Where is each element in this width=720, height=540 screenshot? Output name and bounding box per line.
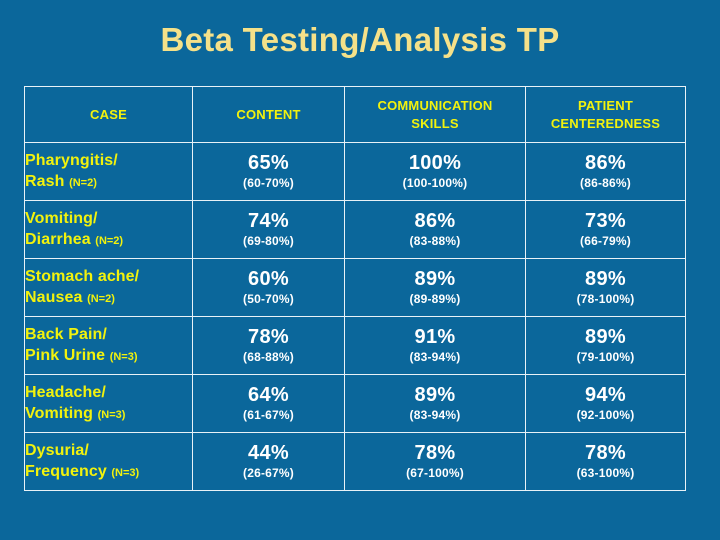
case-name-cell: Vomiting/ Diarrhea (N=2) xyxy=(24,200,193,259)
column-header-case-line1: CASE xyxy=(90,106,127,122)
content-score-cell: 78% (68-88%) xyxy=(192,316,345,375)
content-score-cell: 74% (69-80%) xyxy=(192,200,345,259)
communication-score-value: 91% xyxy=(414,326,456,348)
case-sample-size: (N=3) xyxy=(111,466,140,479)
case-sample-size: (N=2) xyxy=(95,234,124,247)
case-name-line1: Stomach ache/ xyxy=(25,267,140,285)
content-score-value: 78% xyxy=(248,326,289,348)
table-header-row: CASE CONTENT COMMUNICATION SKILLS xyxy=(24,86,686,143)
column-header-communication-line1: COMMUNICATION xyxy=(377,97,493,113)
communication-score-range: (67-100%) xyxy=(406,466,464,480)
case-name-line2: Vomiting xyxy=(25,404,94,422)
content-score-range: (69-80%) xyxy=(243,234,294,248)
case-name-line1: Pharyngitis/ xyxy=(25,151,118,169)
communication-score-cell: 89% (89-89%) xyxy=(344,258,526,317)
content-score-value: 65% xyxy=(248,152,289,174)
content-score-range: (68-88%) xyxy=(243,350,294,364)
content-score-range: (26-67%) xyxy=(243,466,294,480)
beta-testing-results-table: CASE CONTENT COMMUNICATION SKILLS xyxy=(24,86,686,491)
column-header-patient-centeredness: PATIENT CENTEREDNESS xyxy=(525,86,686,143)
communication-score-range: (83-88%) xyxy=(409,234,461,248)
case-sample-size: (N=3) xyxy=(97,408,126,421)
patient-score-value: 89% xyxy=(585,326,626,348)
communication-score-cell: 89% (83-94%) xyxy=(344,374,526,433)
case-name-line1: Vomiting/ xyxy=(25,209,98,227)
patient-score-cell: 86% (86-86%) xyxy=(525,142,686,201)
content-score-cell: 44% (26-67%) xyxy=(192,432,345,491)
table-row: Headache/ Vomiting (N=3) 64% (61-67%) 89… xyxy=(24,374,686,433)
content-score-cell: 60% (50-70%) xyxy=(192,258,345,317)
column-header-patient-line2: CENTEREDNESS xyxy=(550,115,661,131)
page-title: Beta Testing/Analysis TP xyxy=(160,21,560,58)
table-row: Pharyngitis/ Rash (N=2) 65% (60-70%) 100… xyxy=(24,142,686,201)
communication-score-value: 89% xyxy=(414,268,456,290)
patient-score-range: (86-86%) xyxy=(580,176,631,190)
patient-score-range: (79-100%) xyxy=(576,350,635,364)
communication-score-cell: 86% (83-88%) xyxy=(344,200,526,259)
patient-score-cell: 89% (79-100%) xyxy=(525,316,686,375)
content-score-range: (50-70%) xyxy=(243,292,294,306)
case-name-line1: Back Pain/ xyxy=(25,325,107,343)
case-name-line2: Nausea xyxy=(25,288,83,306)
communication-score-cell: 91% (83-94%) xyxy=(344,316,526,375)
communication-score-range: (83-94%) xyxy=(409,350,461,364)
patient-score-cell: 94% (92-100%) xyxy=(525,374,686,433)
patient-score-cell: 89% (78-100%) xyxy=(525,258,686,317)
patient-score-range: (63-100%) xyxy=(576,466,635,480)
table-row: Back Pain/ Pink Urine (N=3) 78% (68-88%)… xyxy=(24,316,686,375)
patient-score-range: (92-100%) xyxy=(576,408,635,422)
patient-score-cell: 73% (66-79%) xyxy=(525,200,686,259)
content-score-range: (60-70%) xyxy=(243,176,294,190)
content-score-range: (61-67%) xyxy=(243,408,294,422)
content-score-cell: 65% (60-70%) xyxy=(192,142,345,201)
case-sample-size: (N=2) xyxy=(87,292,115,305)
patient-score-value: 89% xyxy=(585,268,626,290)
communication-score-range: (83-94%) xyxy=(409,408,461,422)
table-row: Stomach ache/ Nausea (N=2) 60% (50-70%) … xyxy=(24,258,686,317)
column-header-communication-line2: SKILLS xyxy=(411,115,459,131)
content-score-cell: 64% (61-67%) xyxy=(192,374,345,433)
communication-score-value: 100% xyxy=(408,152,462,174)
case-sample-size: (N=3) xyxy=(109,350,138,363)
communication-score-cell: 78% (67-100%) xyxy=(344,432,526,491)
case-name-cell: Back Pain/ Pink Urine (N=3) xyxy=(24,316,193,375)
communication-score-value: 78% xyxy=(414,442,456,464)
communication-score-cell: 100% (100-100%) xyxy=(344,142,526,201)
communication-score-range: (89-89%) xyxy=(409,292,461,306)
table-row: Vomiting/ Diarrhea (N=2) 74% (69-80%) 86… xyxy=(24,200,686,259)
case-sample-size: (N=2) xyxy=(69,176,97,189)
column-header-patient-line1: PATIENT xyxy=(577,97,634,113)
communication-score-range: (100-100%) xyxy=(402,176,468,190)
table-row: Dysuria/ Frequency (N=3) 44% (26-67%) 78… xyxy=(24,432,686,491)
results-table-container: CASE CONTENT COMMUNICATION SKILLS xyxy=(24,86,686,491)
case-name-line1: Headache/ xyxy=(25,383,106,401)
case-name-cell: Stomach ache/ Nausea (N=2) xyxy=(24,258,193,317)
patient-score-value: 73% xyxy=(585,210,626,232)
case-name-cell: Pharyngitis/ Rash (N=2) xyxy=(24,142,193,201)
column-header-content: CONTENT xyxy=(192,86,345,143)
case-name-line2: Frequency xyxy=(25,462,107,480)
patient-score-range: (66-79%) xyxy=(580,234,631,248)
communication-score-value: 89% xyxy=(414,384,456,406)
case-name-line2: Diarrhea xyxy=(25,230,91,248)
patient-score-range: (78-100%) xyxy=(576,292,635,306)
case-name-line1: Dysuria/ xyxy=(25,441,89,459)
content-score-value: 44% xyxy=(248,442,289,464)
patient-score-value: 86% xyxy=(585,152,626,174)
column-header-content-line1: CONTENT xyxy=(236,106,301,122)
case-name-cell: Dysuria/ Frequency (N=3) xyxy=(24,432,193,491)
patient-score-value: 94% xyxy=(585,384,626,406)
patient-score-cell: 78% (63-100%) xyxy=(525,432,686,491)
case-name-line2: Rash xyxy=(25,172,65,190)
content-score-value: 60% xyxy=(248,268,289,290)
patient-score-value: 78% xyxy=(585,442,626,464)
case-name-line2: Pink Urine xyxy=(25,346,106,364)
content-score-value: 64% xyxy=(248,384,289,406)
case-name-cell: Headache/ Vomiting (N=3) xyxy=(24,374,193,433)
column-header-communication-skills: COMMUNICATION SKILLS xyxy=(344,86,526,143)
column-header-case: CASE xyxy=(24,86,193,143)
communication-score-value: 86% xyxy=(414,210,456,232)
content-score-value: 74% xyxy=(248,210,289,232)
